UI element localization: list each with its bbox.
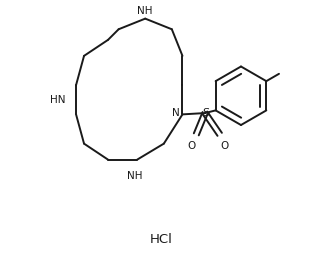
Text: HCl: HCl bbox=[150, 233, 172, 246]
Text: O: O bbox=[220, 140, 229, 151]
Text: NH: NH bbox=[138, 6, 153, 16]
Text: N: N bbox=[172, 108, 180, 118]
Text: S: S bbox=[202, 108, 209, 118]
Text: O: O bbox=[187, 140, 195, 151]
Text: HN: HN bbox=[50, 95, 65, 105]
Text: NH: NH bbox=[127, 171, 142, 181]
